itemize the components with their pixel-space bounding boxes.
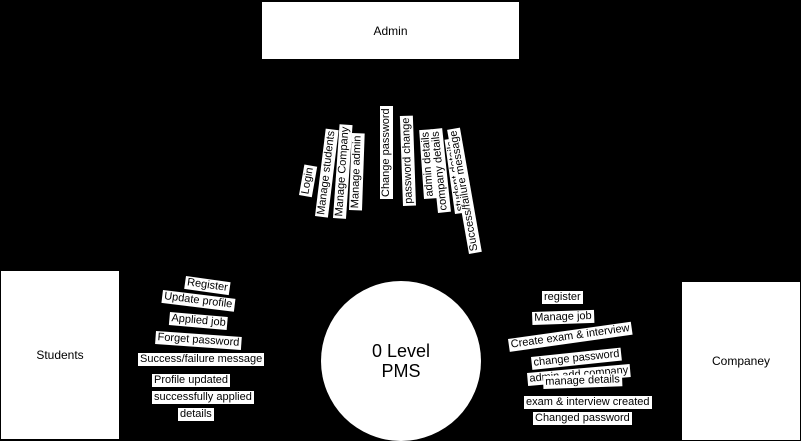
admin-flow-login: Login: [299, 164, 318, 198]
company-flow-manage-details: manage details: [543, 373, 623, 389]
company-flow-exam-interview-created: exam & interview created: [524, 396, 652, 409]
student-flow-forget-password: Forget password: [155, 331, 242, 350]
process-level-label: 0 Level: [371, 341, 431, 361]
admin-flow-manage-admin: Manage admin: [349, 133, 365, 211]
admin-entity: Admin: [261, 1, 520, 60]
student-flow-register: Register: [184, 276, 231, 296]
student-flow-applied-job: Applied job: [168, 312, 229, 331]
student-flow-profile-updated: Profile updated: [152, 374, 230, 387]
pms-process: 0 Level PMS: [321, 281, 481, 441]
company-flow-changed-password: Changed password: [533, 412, 632, 425]
company-flow-register: register: [542, 291, 583, 304]
process-name-label: PMS: [381, 361, 421, 381]
students-entity-label: Students: [36, 348, 84, 362]
company-entity: Companey: [681, 281, 801, 441]
student-flow-success-failure: Success/failure message: [138, 353, 265, 366]
company-entity-label: Companey: [711, 354, 771, 368]
admin-flow-change-password: Change password: [380, 106, 393, 199]
students-entity: Students: [0, 270, 120, 440]
student-flow-details: details: [178, 408, 214, 421]
student-flow-successfully-applied: successfully applied: [152, 391, 254, 404]
admin-flow-password-change: password change: [399, 115, 416, 206]
company-flow-manage-job: Manage job: [532, 309, 594, 325]
admin-entity-label: Admin: [373, 23, 408, 38]
